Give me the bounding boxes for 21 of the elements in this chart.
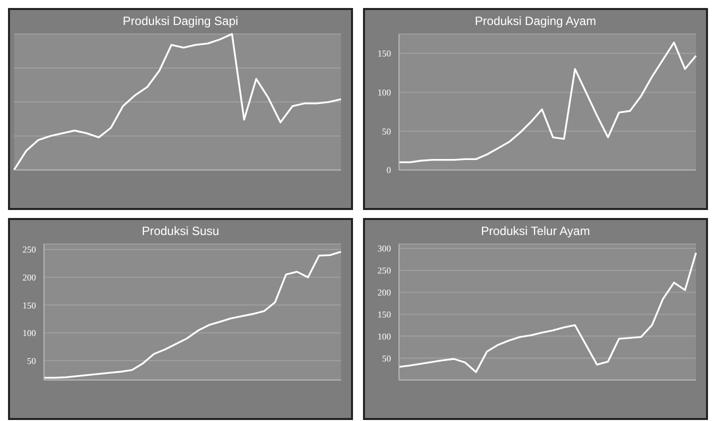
- y-tick-label: 150: [22, 300, 36, 310]
- y-tick-label: 50: [382, 126, 392, 136]
- line-series: [398, 42, 697, 164]
- y-tick-label: 100: [378, 87, 392, 98]
- y-tick-label: 200: [22, 272, 36, 282]
- y-tick-label: 250: [378, 266, 392, 276]
- y-tick-label: 150: [378, 309, 392, 320]
- line-series: [398, 252, 697, 374]
- y-tick-label: 50: [27, 356, 36, 366]
- chart-title: Produksi Daging Sapi: [122, 14, 240, 28]
- y-tick-label: 50: [382, 353, 392, 364]
- y-tick-label: 200: [378, 287, 392, 298]
- y-tick-label: 100: [22, 328, 36, 338]
- chart-title: Produksi Telur Ayam: [480, 224, 591, 238]
- y-tick-label: 0: [386, 165, 392, 176]
- chart-title: Produksi Susu: [140, 224, 220, 238]
- chart-title: Produksi Daging Ayam: [474, 14, 598, 28]
- y-tick-label: 150: [378, 48, 392, 59]
- y-tick-label: 100: [378, 331, 392, 342]
- y-tick-label: 250: [22, 244, 36, 255]
- y-tick-label: 300: [378, 244, 392, 254]
